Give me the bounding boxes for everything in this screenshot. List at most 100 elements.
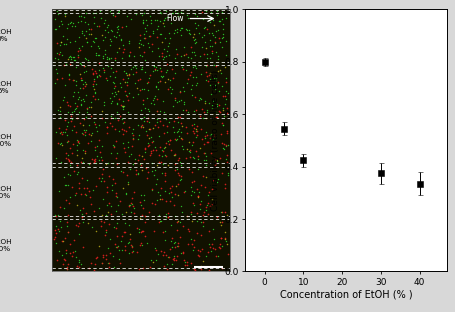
Point xyxy=(71,23,79,28)
X-axis label: Concentration of EtOH (% ): Concentration of EtOH (% ) xyxy=(279,290,411,300)
Point xyxy=(196,202,203,207)
Point xyxy=(223,143,231,148)
Point xyxy=(171,240,178,245)
Point xyxy=(105,22,112,27)
Point xyxy=(70,109,77,114)
Point xyxy=(61,174,68,179)
Point xyxy=(173,99,181,104)
Point xyxy=(197,145,204,150)
Point xyxy=(191,21,198,26)
Point xyxy=(128,202,136,207)
Point xyxy=(161,173,168,178)
Point xyxy=(208,245,216,250)
Point xyxy=(162,141,169,146)
Point xyxy=(211,247,218,252)
Point xyxy=(152,83,160,88)
Point xyxy=(65,110,72,115)
Point xyxy=(62,150,70,155)
Point xyxy=(170,253,177,258)
Point xyxy=(187,143,195,148)
Point xyxy=(202,108,210,113)
Point xyxy=(121,150,128,155)
Point xyxy=(204,31,212,36)
Point xyxy=(132,168,140,173)
Point xyxy=(82,10,90,15)
Point xyxy=(188,242,196,247)
Point xyxy=(176,89,183,94)
Point xyxy=(147,148,154,153)
Point xyxy=(149,139,156,144)
Point xyxy=(139,125,146,130)
Point xyxy=(100,103,107,108)
Point xyxy=(222,38,229,43)
Point xyxy=(163,210,171,215)
Point xyxy=(111,83,118,88)
Point xyxy=(98,109,106,114)
Point xyxy=(153,26,161,31)
Point xyxy=(102,227,109,232)
Point xyxy=(201,39,208,44)
Point xyxy=(59,238,66,243)
Point xyxy=(77,97,85,102)
Point xyxy=(114,29,121,34)
Point xyxy=(220,185,228,190)
Point xyxy=(86,131,93,136)
Point xyxy=(159,252,166,257)
Point xyxy=(159,21,167,26)
Point xyxy=(212,49,219,54)
Point xyxy=(142,17,149,22)
Point xyxy=(127,200,134,205)
Point xyxy=(160,264,167,269)
Point xyxy=(153,17,160,22)
Point xyxy=(141,220,148,225)
Point xyxy=(86,161,94,166)
Point xyxy=(79,97,86,102)
Point xyxy=(196,54,203,59)
Point xyxy=(106,121,114,126)
Point xyxy=(169,103,176,108)
Point xyxy=(73,162,80,167)
Point xyxy=(159,122,166,127)
Point xyxy=(195,253,202,258)
Point xyxy=(96,9,104,14)
Point xyxy=(195,190,202,195)
Point xyxy=(167,190,174,195)
Point xyxy=(214,176,221,181)
Point xyxy=(104,246,111,251)
Point xyxy=(97,223,105,228)
Point xyxy=(95,52,102,57)
Point xyxy=(146,33,153,38)
Point xyxy=(117,239,124,244)
Point xyxy=(210,76,217,81)
Point xyxy=(136,162,144,167)
Point xyxy=(182,155,189,160)
Point xyxy=(222,97,229,102)
Point xyxy=(128,195,135,200)
Point xyxy=(118,116,126,121)
Point xyxy=(81,64,88,69)
Point xyxy=(61,83,69,88)
Point xyxy=(56,205,64,210)
Point xyxy=(58,253,66,258)
Point xyxy=(168,194,175,199)
Point xyxy=(84,22,91,27)
Point xyxy=(109,91,116,96)
Point xyxy=(202,253,209,258)
Point xyxy=(57,140,65,145)
Point xyxy=(146,72,153,77)
Point xyxy=(137,41,144,46)
Point xyxy=(75,96,82,101)
Point xyxy=(173,129,180,134)
Point xyxy=(223,170,231,175)
Point xyxy=(126,67,134,72)
Point xyxy=(132,86,140,91)
Point xyxy=(108,99,116,104)
Point xyxy=(160,146,167,151)
Point xyxy=(199,220,206,225)
Point xyxy=(120,105,127,110)
Point xyxy=(172,183,180,188)
Point xyxy=(125,73,132,78)
Point xyxy=(58,132,65,137)
Point xyxy=(188,169,195,174)
Point xyxy=(131,70,139,75)
